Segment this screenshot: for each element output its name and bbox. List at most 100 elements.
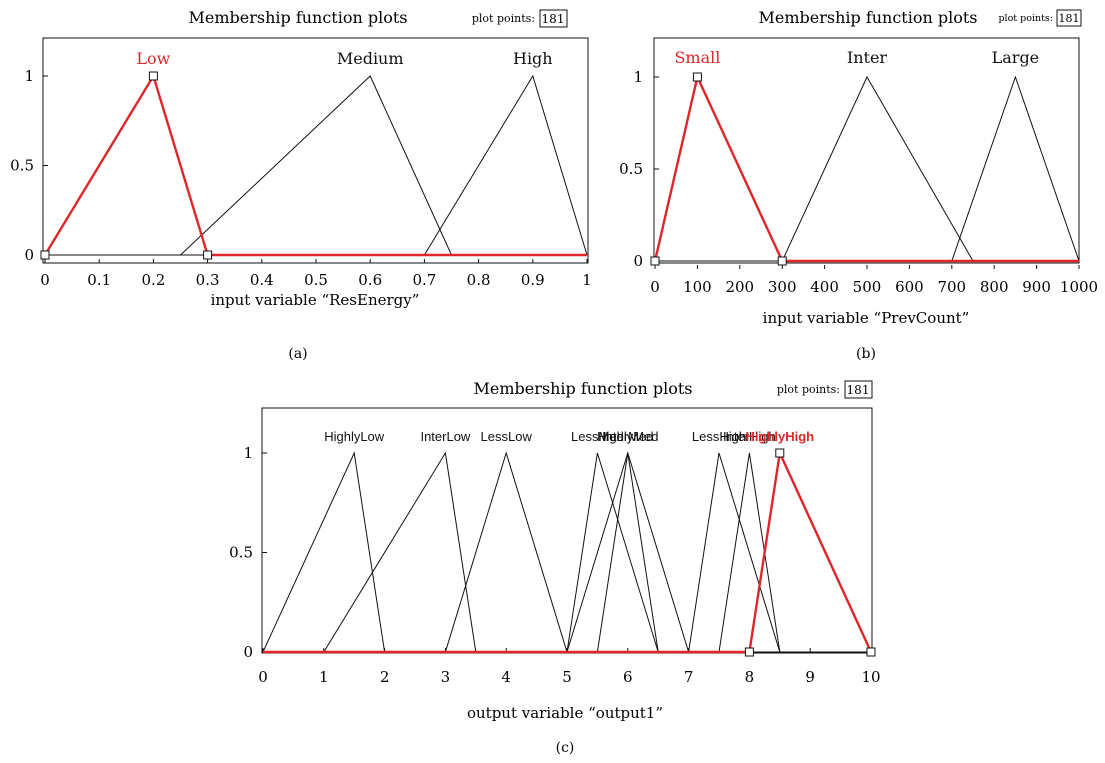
panel-b-xtick-label: 800 [980,278,1009,296]
panel-c-title: Membership function plots [473,379,692,398]
panel-c-mf-highlyhigh-label: HighlyHigh [745,429,814,444]
panel-c-mf-highlyhigh-line[interactable] [748,448,873,653]
panel-b-ytick-label: 1 [633,68,643,86]
panel-b-xtick-label: 900 [1022,278,1051,296]
panel-c-xtick-label: 3 [441,668,451,686]
panel-c-mf-highlyhigh-handle[interactable] [775,448,785,458]
panel-c-mf-lessmed-line[interactable] [566,452,659,653]
panel-c-plot-frame [261,407,873,654]
panel-a-plot-points-label: plot points: [472,12,535,25]
panel-c-mf-interhigh-line[interactable] [718,452,781,653]
panel-a-mf-low-handle[interactable] [203,250,213,260]
panel-c-mf-interhigh-label: InterHigh [723,429,776,444]
panel-a-ytick-label: 1 [24,67,34,85]
panel-c-mf-highlylow-line[interactable] [262,451,386,653]
panel-c-mf-intermed-line[interactable] [596,452,659,653]
panel-a-mf-high-line[interactable] [423,74,588,256]
panel-a-xtick-label: 0.6 [358,271,382,289]
panel-b-ytick-label: 0 [633,252,643,270]
panel-b-xtick-label: 200 [725,278,754,296]
panel-c-plot-points-label: plot points: [777,383,840,396]
panel-c: Membership function plots plot points: 1… [229,379,880,756]
panel-a-title: Membership function plots [188,8,407,27]
panel-c-mf-highlyhigh-handle[interactable] [866,647,876,657]
panel-c-plot-points-box[interactable] [844,380,873,399]
panel-a-mf-low-line[interactable] [43,73,209,256]
panel-a-mf-low-handle[interactable] [40,250,50,260]
panel-b-xtick-label: 0 [650,278,660,296]
panel-c-caption: (c) [556,740,575,756]
panel-a-xtick-label: 0.4 [250,271,274,289]
panel-c-mf-lesslow-label: LessLow [481,429,533,444]
panel-b-plot-frame [653,37,1080,264]
panel-a-xtick-label: 0.1 [87,271,111,289]
panel-b-mf-small-label: Small [674,48,720,67]
panel-c-mf-interlow-label: InterLow [420,429,470,444]
panel-c-mf-highlylow-label: HighlyLow [324,429,385,444]
panel-b-xtick-label: 500 [853,278,882,296]
panel-c-mf-interlow-line[interactable] [323,451,477,653]
panel-b-plot-points-box[interactable] [1056,9,1082,27]
panel-a-mf-high-label: High [513,49,553,68]
panel-a-xlabel: input variable “ResEnergy” [211,291,420,309]
panel-b-mf-inter-line[interactable] [781,75,974,262]
panel-b-mf-small-handle[interactable] [650,256,660,266]
panel-a-xtick-label: 0.8 [467,271,491,289]
panel-b-xtick-label: 600 [895,278,924,296]
panel-a-caption: (a) [288,346,307,362]
panel-b-mf-inter-label: Inter [847,48,888,67]
panel-b-plot-points-label: plot points: [998,13,1053,24]
panel-c-mf-highlyhigh-handle[interactable] [744,647,754,657]
panel-a-plot-points-box[interactable] [539,9,568,28]
panel-a-xtick-label: 0 [40,271,50,289]
panel-c-xtick-label: 10 [861,668,880,686]
panel-a-xtick-label: 0.9 [521,271,545,289]
panel-b-mf-large-line[interactable] [951,75,1080,262]
panel-c-xtick-label: 6 [623,668,633,686]
panel-c-xlabel: output variable “output1” [467,704,663,722]
panel-c-mf-lessmed-label: LessMed [571,429,624,444]
panel-a-mf-low-label: Low [136,49,170,68]
panel-c-xtick-label: 8 [745,668,755,686]
panel-b-plot-points-value: 181 [1059,12,1080,25]
panel-b-mf-small-handle[interactable] [777,256,787,266]
panel-b-mf-large-label: Large [992,48,1040,67]
panel-a-xtick-label: 0.2 [141,271,165,289]
panel-c-xtick-label: 9 [805,668,815,686]
panel-b-mf-small-handle[interactable] [692,72,702,82]
panel-b-ytick-label: 0.5 [619,160,643,178]
panel-b-xtick-label: 400 [810,278,839,296]
panel-c-ytick-label: 0.5 [229,544,253,562]
panel-c-mf-lesslow-line[interactable] [444,451,568,653]
panel-b-mf-small-line[interactable] [653,73,784,262]
panel-c-mf-highlymed-label: HighlyMed [597,429,658,444]
panel-b-plot-area[interactable]: 0 100 200 300 400 500 600 700 800 900 1000 0 0.5 1 Int… [619,48,1098,296]
panel-a-plot-frame [42,37,589,264]
panel-a-mf-medium-line[interactable] [180,75,452,256]
panel-b: Membership function plots plot points: 1… [619,8,1098,362]
panel-a-xtick-label: 0.3 [196,271,220,289]
panel-c-xtick-label: 0 [258,668,268,686]
panel-c-xtick-label: 4 [501,668,511,686]
panel-a-mf-low-handle[interactable] [148,71,158,81]
panel-c-plot-points-value: 181 [847,383,870,397]
panel-b-xtick-label: 700 [937,278,966,296]
panel-c-xtick-label: 7 [684,668,694,686]
panel-c-mf-intermed-label: InterMed [602,429,653,444]
panel-a-ytick-label: 0.5 [10,157,34,175]
panel-a-mf-medium-label: Medium [337,49,404,68]
panel-b-xtick-label: 300 [768,278,797,296]
panel-a-plot-area[interactable]: 0 0.1 0.2 0.3 0.4 0.5 0.6 0.7 0.8 0.9 1 0 0.5 1 Medium… [10,49,592,289]
panel-c-plot-area[interactable]: 0 1 2 3 4 5 6 7 8 9 10 0 0.5 1 HighlyLow InterLow LessLo… [229,429,880,686]
panel-c-ytick-label: 1 [243,444,253,462]
panel-c-mf-lesshigh-label: LessHigh [692,429,746,444]
panel-a-plot-points-value: 181 [542,12,565,26]
panel-a-xtick-label: 0.7 [412,271,436,289]
panel-c-xtick-label: 2 [380,668,390,686]
panel-c-xtick-label: 1 [319,668,329,686]
panel-a-ytick-label: 0 [24,246,34,264]
panel-b-xlabel: input variable “PrevCount” [763,309,970,327]
panel-a-xtick-label: 0.5 [304,271,328,289]
panel-a: Membership function plots plot points: 1… [10,8,592,362]
